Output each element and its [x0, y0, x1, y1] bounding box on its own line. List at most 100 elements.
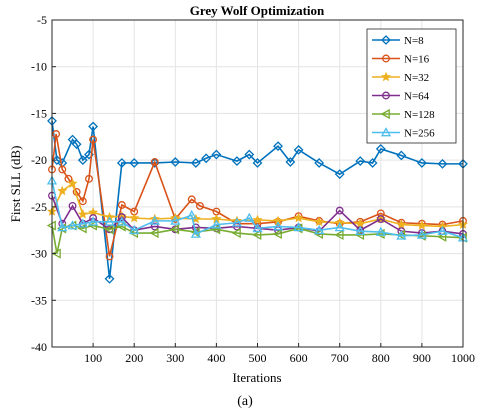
series-line	[51, 133, 464, 257]
x-tick-label: 500	[249, 351, 267, 365]
data-point	[88, 121, 99, 132]
data-point	[129, 158, 140, 168]
data-point	[335, 206, 344, 215]
series-line	[51, 224, 464, 254]
data-point	[232, 156, 242, 166]
data-point	[85, 174, 93, 183]
data-point	[293, 212, 304, 223]
data-point	[67, 220, 78, 230]
data-point	[190, 228, 201, 238]
y-tick-label: -10	[31, 60, 47, 74]
data-point	[231, 227, 241, 239]
data-point	[272, 228, 282, 240]
y-tick-label: -15	[31, 106, 47, 120]
legend-label: N=256	[404, 128, 435, 140]
data-point	[314, 224, 325, 235]
data-point	[87, 216, 99, 226]
data-point	[196, 201, 204, 210]
data-point	[71, 139, 82, 150]
data-point	[57, 185, 68, 196]
data-point	[293, 144, 304, 155]
data-point	[129, 224, 140, 235]
x-tick-label: 400	[207, 351, 225, 365]
data-point	[375, 226, 386, 236]
data-point	[67, 178, 78, 188]
data-point	[77, 218, 88, 228]
series-layer	[46, 115, 469, 284]
x-tick-label: 100	[84, 351, 102, 365]
data-point	[252, 223, 263, 233]
data-point	[78, 197, 87, 206]
data-point	[396, 230, 407, 240]
data-point	[437, 225, 448, 235]
legend-label: N=8	[404, 35, 424, 47]
y-tick-label: -35	[31, 293, 47, 307]
series-line	[51, 120, 463, 279]
legend-item: N=16	[372, 54, 430, 66]
legend-marker	[380, 71, 392, 82]
legend-item: N=64	[372, 91, 430, 103]
data-point	[170, 157, 181, 167]
series-5	[46, 175, 469, 242]
data-point	[314, 158, 325, 168]
legend-item: N=8	[372, 35, 424, 47]
chart-title: Grey Wolf Optimization	[190, 3, 325, 18]
data-point	[190, 158, 201, 168]
data-point	[437, 158, 448, 169]
series-line	[51, 195, 464, 235]
legend-marker	[382, 91, 390, 100]
legend-marker	[381, 35, 391, 45]
data-point	[396, 150, 407, 161]
data-point	[334, 169, 345, 180]
legend-marker	[380, 127, 392, 137]
data-point	[129, 212, 140, 223]
data-point	[58, 165, 67, 174]
data-point	[104, 216, 115, 226]
data-point	[416, 220, 427, 230]
data-point	[252, 229, 262, 240]
legend-box	[366, 28, 457, 144]
data-point	[396, 219, 407, 229]
x-tick-label: 200	[125, 351, 143, 365]
x-tick-label: 300	[166, 351, 184, 365]
data-point	[149, 227, 159, 239]
data-point	[367, 158, 378, 168]
data-point	[187, 195, 196, 204]
data-point	[252, 214, 263, 225]
data-point	[52, 130, 61, 138]
legend-item: N=128	[372, 108, 435, 121]
data-point	[105, 252, 114, 261]
y-tick-label: -5	[37, 13, 47, 27]
legend: N=8 N=16 N=32 N=64 N=128 N=256	[366, 28, 457, 144]
y-tick-label: -40	[31, 340, 47, 354]
data-point	[104, 273, 115, 284]
data-point	[117, 213, 126, 222]
data-point	[375, 144, 386, 154]
x-axis-label: Iterations	[232, 370, 281, 385]
data-point	[334, 222, 345, 232]
data-point	[150, 222, 159, 231]
data-point	[355, 156, 366, 166]
data-point	[77, 155, 88, 166]
data-point	[116, 158, 127, 168]
data-point	[186, 209, 197, 220]
data-point	[355, 225, 366, 235]
data-point	[273, 141, 283, 152]
data-point	[104, 224, 114, 235]
legend-label: N=64	[404, 91, 430, 103]
data-point	[89, 135, 98, 144]
figure-caption: (a)	[237, 394, 253, 409]
data-point	[116, 216, 127, 226]
data-point	[285, 157, 296, 167]
x-tick-label: 700	[331, 351, 349, 365]
data-point	[57, 222, 68, 232]
x-tick-label: 1000	[451, 351, 475, 365]
legend-label: N=16	[404, 54, 430, 66]
data-point	[77, 209, 88, 219]
data-point	[52, 155, 62, 166]
data-point	[231, 217, 243, 227]
data-point	[416, 229, 428, 239]
tick-labels: 100 200 300 400 500 600 700 800 900 1000 -5 -10 -15 -…	[31, 13, 475, 365]
